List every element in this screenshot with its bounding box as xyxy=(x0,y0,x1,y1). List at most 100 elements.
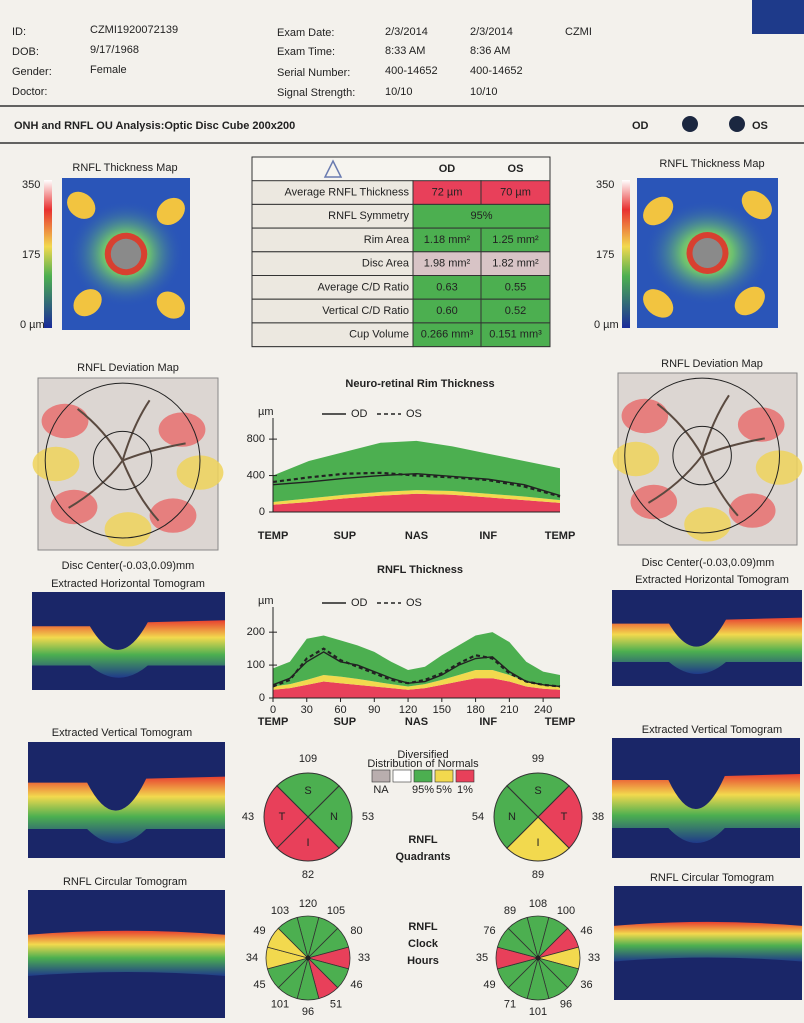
id-label: ID: xyxy=(12,26,26,38)
os-dot xyxy=(729,116,745,132)
clock-value: 108 xyxy=(529,898,547,910)
chart-title: Neuro-retinal Rim Thickness xyxy=(345,378,494,390)
clock-value: 101 xyxy=(271,999,289,1011)
x-category-label: INF xyxy=(479,530,497,542)
quadrants-title: Quadrants xyxy=(395,851,450,863)
deviation-blob xyxy=(613,442,660,476)
legend-label: OD xyxy=(351,408,368,420)
exam-date-od: 2/3/2014 xyxy=(385,26,428,38)
y-tick-label: 0 xyxy=(259,692,265,704)
x-category-label: SUP xyxy=(333,530,356,542)
cell-value: 1.82 mm² xyxy=(492,258,539,270)
site: CZMI xyxy=(565,26,592,38)
tomogram-title: RNFL Circular Tomogram xyxy=(63,876,187,888)
y-axis-label: µm xyxy=(258,595,274,607)
gender-label: Gender: xyxy=(12,66,52,78)
cell-value: 0.266 mm³ xyxy=(421,329,474,341)
y-tick-label: 800 xyxy=(247,433,265,445)
quadrant-label: T xyxy=(561,811,568,823)
signal-os: 10/10 xyxy=(470,86,498,98)
retina-layers xyxy=(614,922,802,962)
serial-label: Serial Number: xyxy=(277,67,350,79)
tomogram-title: RNFL Circular Tomogram xyxy=(650,872,774,884)
cell-value: 70 µm xyxy=(500,186,531,198)
clock-value: 100 xyxy=(557,905,575,917)
clock-title: Clock xyxy=(408,938,439,950)
deviation-blob xyxy=(159,412,206,446)
cell-value: 95% xyxy=(470,210,492,222)
region-label: NAS xyxy=(405,716,428,728)
x-tick-label: 180 xyxy=(466,704,484,716)
tomogram-title: Extracted Vertical Tomogram xyxy=(642,724,782,736)
quadrant-value: 109 xyxy=(299,753,317,765)
y-tick-label: 100 xyxy=(247,659,265,671)
quadrant-value: 54 xyxy=(472,811,484,823)
disc xyxy=(111,239,141,269)
clock-value: 34 xyxy=(246,952,258,964)
gender: Female xyxy=(90,64,127,76)
cell-value: 72 µm xyxy=(432,186,463,198)
quadrant-label: N xyxy=(508,811,516,823)
deviation-blob xyxy=(684,507,731,541)
y-tick-label: 400 xyxy=(247,469,265,481)
deviation-blob xyxy=(150,498,197,532)
legend-box xyxy=(372,770,390,782)
quadrant-value: 89 xyxy=(532,869,544,881)
region-label: SUP xyxy=(333,716,356,728)
od-label: OD xyxy=(632,120,649,132)
y-tick-label: 200 xyxy=(247,626,265,638)
dob-label: DOB: xyxy=(12,46,39,58)
clock-value: 36 xyxy=(580,979,592,991)
x-category-label: TEMP xyxy=(258,530,289,542)
clock-value: 105 xyxy=(327,905,345,917)
quadrant-label: N xyxy=(330,811,338,823)
map-title: RNFL Deviation Map xyxy=(77,362,179,374)
row-label: Average C/D Ratio xyxy=(317,281,409,293)
clock-value: 89 xyxy=(504,905,516,917)
exam-time-od: 8:33 AM xyxy=(385,45,425,57)
row-label: Vertical C/D Ratio xyxy=(322,305,409,317)
scale-label: 0 µm xyxy=(594,319,619,331)
legend-box xyxy=(456,770,474,782)
legend-label: 95% xyxy=(412,784,434,796)
legend-label: NA xyxy=(373,784,389,796)
signal-od: 10/10 xyxy=(385,86,413,98)
doctor-label: Doctor: xyxy=(12,86,47,98)
quadrant-value: 43 xyxy=(242,811,254,823)
clock-value: 76 xyxy=(483,925,495,937)
disc-center: Disc Center(-0.03,0.09)mm xyxy=(62,560,195,572)
quadrant-value: 53 xyxy=(362,811,374,823)
scale-label: 350 xyxy=(596,179,614,191)
x-tick-label: 0 xyxy=(270,704,276,716)
page: ID:CZMI1920072139DOB:9/17/1968Gender:Fem… xyxy=(0,0,804,1023)
chart-title: RNFL Thickness xyxy=(377,564,463,576)
clock-value: 80 xyxy=(350,925,362,937)
clock-value: 49 xyxy=(483,979,495,991)
legend-label: OS xyxy=(406,597,422,609)
disc-center: Disc Center(-0.03,0.09)mm xyxy=(642,557,775,569)
quadrants-title: RNFL xyxy=(408,834,438,846)
cell-value: 1.18 mm² xyxy=(424,234,471,246)
clock-value: 46 xyxy=(580,925,592,937)
row-label: RNFL Symmetry xyxy=(328,210,409,222)
clock-value: 71 xyxy=(504,999,516,1011)
os-label: OS xyxy=(752,120,768,132)
x-tick-label: 240 xyxy=(534,704,552,716)
clock-title: RNFL xyxy=(408,921,438,933)
column-header: OD xyxy=(439,163,456,175)
deviation-blob xyxy=(33,447,80,481)
quadrant-label: T xyxy=(279,811,286,823)
clock-value: 45 xyxy=(253,979,265,991)
quadrant-label: S xyxy=(304,785,311,797)
id: CZMI1920072139 xyxy=(90,24,178,36)
quadrant-label: S xyxy=(534,785,541,797)
cell-value: 0.63 xyxy=(436,281,457,293)
map-title: RNFL Deviation Map xyxy=(661,358,763,370)
legend-label: 1% xyxy=(457,784,473,796)
y-axis-label: µm xyxy=(258,406,274,418)
cell-value: 0.52 xyxy=(505,305,526,317)
report: ID:CZMI1920072139DOB:9/17/1968Gender:Fem… xyxy=(0,0,804,1023)
quadrant-value: 99 xyxy=(532,753,544,765)
region-label: TEMP xyxy=(258,716,289,728)
clock-center xyxy=(536,956,541,961)
